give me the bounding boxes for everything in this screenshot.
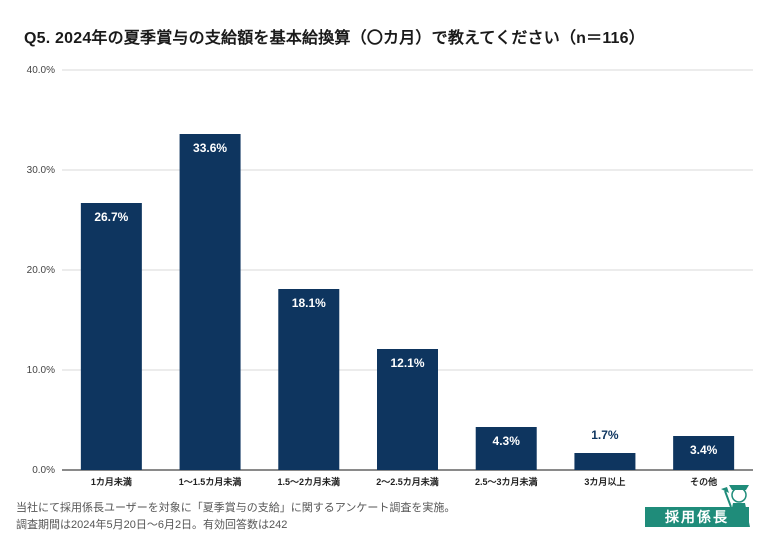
x-tick-label: 3カ月以上 [584,476,625,487]
data-label: 1.7% [591,428,619,442]
x-axis-ticks: 1カ月未満 1〜1.5カ月未満 1.5〜2カ月未満 2〜2.5カ月未満 2.5〜3カ月未… [91,476,717,487]
y-tick-label: 40.0% [27,65,55,76]
x-tick-label: 1.5〜2カ月未満 [278,476,341,487]
x-tick-label: その他 [690,476,717,487]
bar [475,427,537,470]
bar [673,436,735,470]
bar [80,203,142,470]
data-label: 12.1% [390,356,424,370]
data-labels: 26.7% 33.6% 18.1% 12.1% 4.3% 1.7% 3.4% [94,141,717,457]
data-label: 3.4% [690,443,718,457]
y-tick-label: 20.0% [27,265,55,276]
y-tick-label: 0.0% [32,465,55,476]
y-tick-label: 10.0% [27,365,55,376]
x-tick-label: 2〜2.5カ月未満 [376,476,439,487]
y-tick-label: 30.0% [27,165,55,176]
data-label: 4.3% [493,434,521,448]
footnote-survey: 当社にて採用係長ユーザーを対象に「夏季賞与の支給」に関するアンケート調査を実施。 [16,502,456,514]
bar [377,349,438,470]
data-label: 33.6% [193,141,227,155]
x-tick-label: 2.5〜3カ月未満 [475,476,538,487]
bar [574,453,636,470]
y-axis-ticks: 0.0% 10.0% 20.0% 30.0% 40.0% [27,65,55,476]
data-label: 18.1% [292,296,326,310]
brand-logo: 採用係長 [645,483,755,529]
chart-title: Q5. 2024年の夏季賞与の支給額を基本給換算（〇カ月）で教えてください（n＝… [24,30,645,47]
x-tick-label: 1カ月未満 [91,476,132,487]
bars [80,134,735,470]
bar [278,289,340,470]
bar [179,134,241,470]
logo-text: 採用係長 [645,507,749,527]
footnote-period: 調査期間は2024年5月20日〜6月2日。有効回答数は242 [16,519,288,531]
x-tick-label: 1〜1.5カ月未満 [179,476,242,487]
bar-chart: 0.0% 10.0% 20.0% 30.0% 40.0% 26.7% 33.6% 18.1%… [27,65,753,487]
data-label: 26.7% [94,210,128,224]
